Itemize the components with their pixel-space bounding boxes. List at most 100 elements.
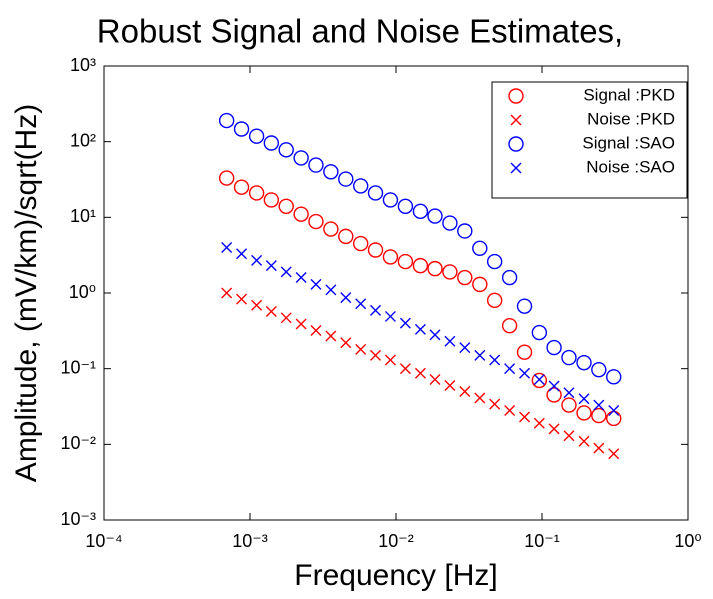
circle-marker <box>218 170 235 186</box>
cross-marker <box>280 312 292 324</box>
cross-marker <box>474 392 486 404</box>
circle-marker <box>576 405 592 421</box>
cross-marker <box>563 387 575 399</box>
circle-marker <box>397 253 414 270</box>
circle-marker <box>546 387 562 403</box>
circle-marker <box>308 213 324 230</box>
cross-marker <box>414 323 426 335</box>
y-axis-label: Amplitude, (mV/km)/sqrt(Hz) <box>10 104 43 482</box>
circle-marker <box>338 228 354 245</box>
cross-marker <box>444 335 456 347</box>
cross-marker <box>384 310 396 322</box>
circle-marker <box>248 128 265 144</box>
circle-marker <box>442 215 458 231</box>
circle-marker <box>531 372 548 389</box>
circle-marker <box>352 235 369 252</box>
x-axis-label: Frequency [Hz] <box>294 559 497 592</box>
series <box>221 287 620 460</box>
circle-marker <box>293 150 309 166</box>
cross-marker <box>236 248 248 260</box>
circle-marker <box>457 269 473 286</box>
cross-marker <box>221 287 233 299</box>
circle-marker <box>561 349 577 366</box>
x-tick-label: 10⁻⁴ <box>85 531 122 551</box>
x-tick-label: 10⁻² <box>378 531 414 551</box>
circle-marker <box>323 164 339 180</box>
circle-marker <box>352 178 369 194</box>
circle-marker <box>248 185 265 201</box>
y-tick-label: 10³ <box>70 55 96 75</box>
circle-marker <box>278 198 294 214</box>
series <box>218 112 622 385</box>
circle-marker <box>531 324 548 341</box>
circle-marker <box>263 135 280 151</box>
circle-marker <box>367 242 384 258</box>
cross-marker <box>399 363 411 375</box>
y-tick-label: 10⁻¹ <box>60 357 96 377</box>
circle-marker <box>576 354 592 371</box>
circle-marker <box>338 171 354 187</box>
chart-title: Robust Signal and Noise Estimates, <box>97 13 623 50</box>
cross-marker <box>563 430 575 442</box>
cross-marker <box>325 284 337 296</box>
circle-marker <box>308 157 324 173</box>
circle-marker <box>233 121 250 137</box>
legend-marker <box>508 136 524 152</box>
cross-marker <box>251 299 263 311</box>
circle-marker <box>382 192 399 208</box>
circle-marker <box>397 198 414 214</box>
cross-marker <box>459 342 471 354</box>
x-tick-label: 10⁻¹ <box>524 531 560 551</box>
circle-marker <box>427 208 443 224</box>
cross-marker <box>444 379 456 391</box>
legend-label: Signal :SAO <box>582 133 675 152</box>
cross-marker <box>489 354 501 366</box>
legend-box <box>491 81 688 199</box>
legend-marker <box>508 88 524 104</box>
circle-marker <box>412 257 429 274</box>
circle-marker <box>591 361 607 378</box>
circle-marker <box>218 112 235 129</box>
cross-marker <box>578 435 590 447</box>
cross-marker <box>280 266 292 278</box>
series <box>218 170 622 427</box>
cross-marker <box>519 411 531 423</box>
circle-marker <box>561 397 577 413</box>
circle-marker <box>278 142 294 158</box>
y-tick-label: 10¹ <box>70 206 96 226</box>
cross-marker <box>310 278 322 290</box>
cross-marker <box>251 254 263 266</box>
cross-marker <box>593 399 605 411</box>
cross-marker <box>221 241 233 253</box>
circle-marker <box>472 240 488 256</box>
cross-marker <box>533 417 545 429</box>
circle-marker <box>472 276 488 293</box>
circle-marker <box>486 253 503 270</box>
circle-marker <box>293 206 309 222</box>
cross-marker <box>548 423 560 435</box>
y-tick-label: 10⁰ <box>69 282 96 302</box>
legend-label: Noise :PKD <box>587 109 675 128</box>
legend: Signal :PKD Noise :PKD Signal :SAO Noise :S… <box>491 81 688 199</box>
cross-marker <box>265 305 277 317</box>
cross-marker <box>370 304 382 316</box>
y-tick-label: 10² <box>70 130 96 150</box>
cross-marker <box>414 367 426 379</box>
cross-marker <box>355 298 367 310</box>
cross-marker <box>504 405 516 416</box>
circle-marker <box>367 185 384 201</box>
circle-marker <box>323 221 339 237</box>
circle-marker <box>457 223 473 239</box>
cross-marker <box>325 330 337 342</box>
cross-marker <box>399 317 411 329</box>
cross-marker <box>608 448 620 460</box>
circle-marker <box>606 369 622 385</box>
cross-marker <box>608 405 620 416</box>
cross-marker <box>340 337 352 349</box>
cross-marker <box>384 354 396 366</box>
cross-marker <box>265 260 277 272</box>
legend-marker <box>510 162 522 174</box>
circle-marker <box>516 344 533 360</box>
x-tick-label: 10⁰ <box>674 531 701 551</box>
cross-marker <box>593 442 605 454</box>
